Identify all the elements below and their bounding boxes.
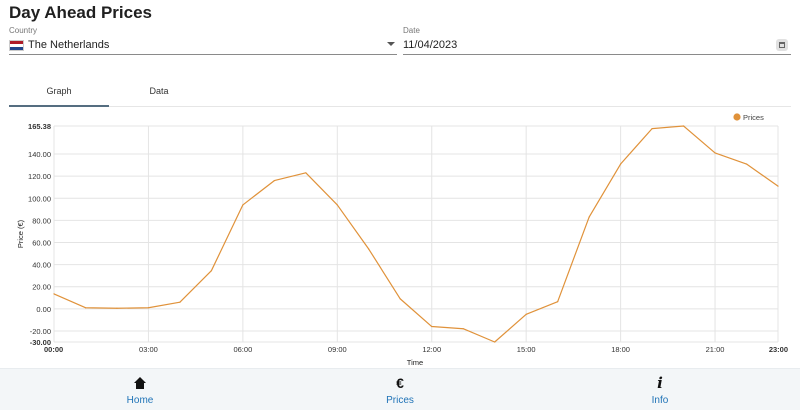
- prices-data-point: [399, 298, 401, 300]
- y-tick-label: 100.00: [28, 194, 51, 203]
- x-tick-label: 15:00: [517, 345, 536, 354]
- prices-series-line: [53, 125, 779, 343]
- price-chart: 165.38 140.00 120.00 100.00 80.00 60.00 40.00 2…: [16, 113, 788, 367]
- nav-prices[interactable]: € Prices: [325, 369, 475, 410]
- prices-data-point: [525, 313, 527, 315]
- x-tick-label: 00:00: [44, 345, 63, 354]
- prices-data-point: [682, 125, 685, 127]
- prices-data-point: [714, 152, 716, 154]
- prices-data-point: [53, 293, 55, 295]
- x-tick-label: 09:00: [328, 345, 347, 354]
- bottom-navigation: Home € Prices i Info: [0, 368, 800, 410]
- prices-data-point: [745, 163, 748, 165]
- country-select[interactable]: Country The Netherlands: [9, 26, 397, 55]
- prices-data-point: [273, 179, 275, 182]
- nav-home-label: Home: [126, 395, 154, 406]
- prices-data-point: [620, 163, 622, 165]
- legend-label: Prices: [743, 113, 764, 122]
- prices-data-point: [179, 301, 181, 303]
- view-tabs: Graph Data: [9, 78, 791, 107]
- prices-data-point: [305, 172, 307, 174]
- x-tick-label: 21:00: [706, 345, 725, 354]
- page-title: Day Ahead Prices: [9, 3, 152, 22]
- prices-data-point: [368, 248, 370, 250]
- country-label: Country: [9, 26, 38, 35]
- x-tick-label: 03:00: [139, 345, 158, 354]
- y-tick-label: 165.38: [28, 122, 51, 131]
- tab-graph[interactable]: Graph: [46, 86, 72, 96]
- y-axis-title: Price (€): [16, 219, 25, 248]
- prices-data-point: [588, 216, 590, 218]
- date-field[interactable]: Date 11/04/2023: [403, 26, 791, 55]
- prices-data-point: [431, 325, 433, 328]
- y-tick-label: 60.00: [32, 239, 51, 248]
- y-tick-label: 120.00: [28, 172, 51, 181]
- nav-info[interactable]: i Info: [585, 369, 735, 410]
- prices-data-point: [336, 204, 338, 206]
- prices-data-point: [651, 128, 653, 130]
- x-tick-label: 23:00: [769, 345, 788, 354]
- prices-data-point: [84, 307, 87, 309]
- chevron-down-icon[interactable]: [387, 42, 395, 46]
- netherlands-flag-icon: [9, 40, 24, 51]
- y-tick-label: 140.00: [28, 150, 51, 159]
- tab-data[interactable]: Data: [149, 86, 169, 96]
- info-icon: i: [657, 374, 663, 392]
- date-value: 11/04/2023: [403, 39, 458, 51]
- calendar-icon[interactable]: [776, 39, 788, 51]
- date-label: Date: [403, 26, 420, 35]
- prices-data-point: [777, 185, 779, 187]
- nav-info-label: Info: [651, 395, 669, 406]
- country-value: The Netherlands: [28, 39, 110, 51]
- active-tab-indicator: [9, 105, 109, 107]
- y-tick-label: -30.00: [30, 338, 51, 347]
- y-tick-label: 40.00: [32, 261, 51, 270]
- home-icon: [65, 375, 215, 391]
- prices-data-point: [494, 341, 496, 343]
- y-tick-label: 0.00: [36, 305, 51, 314]
- y-tick-label: -20.00: [30, 327, 51, 336]
- x-tick-label: 12:00: [422, 345, 441, 354]
- nav-prices-label: Prices: [386, 395, 414, 406]
- prices-data-point: [557, 301, 559, 303]
- legend-marker: [733, 113, 741, 121]
- prices-data-point: [116, 307, 118, 309]
- y-tick-label: 20.00: [32, 283, 51, 292]
- x-axis-title: Time: [407, 358, 423, 367]
- prices-data-point: [210, 270, 212, 272]
- prices-data-point: [147, 307, 150, 309]
- nav-home[interactable]: Home: [65, 369, 215, 410]
- x-tick-label: 18:00: [611, 345, 630, 354]
- prices-data-point: [462, 328, 464, 330]
- prices-data-point: [242, 204, 244, 206]
- x-tick-label: 06:00: [233, 345, 252, 354]
- euro-icon: €: [396, 375, 404, 391]
- y-tick-label: 80.00: [32, 216, 51, 225]
